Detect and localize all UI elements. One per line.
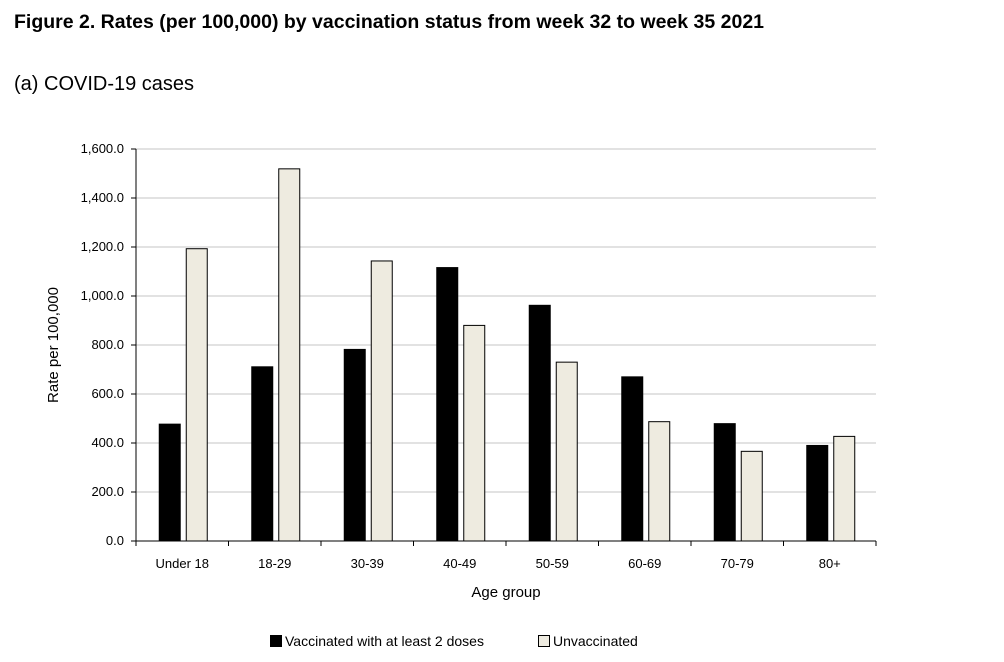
bar-unvaccinated-80plus	[833, 435, 856, 542]
x-tick-label: 60-69	[628, 556, 661, 571]
bar-unvaccinated-70-79	[740, 450, 763, 542]
y-tick-label: 200.0	[91, 484, 124, 499]
legend-swatch-unvaccinated	[538, 635, 550, 647]
bar-unvaccinated-18-29	[278, 168, 301, 542]
legend-label-unvaccinated: Unvaccinated	[553, 633, 638, 649]
y-tick-label: 400.0	[91, 435, 124, 450]
x-tick-label: 40-49	[443, 556, 476, 571]
bar-vaccinated-under-18	[158, 423, 181, 542]
x-tick-label: 50-59	[536, 556, 569, 571]
bar-vaccinated-40-49	[436, 267, 459, 542]
bar-unvaccinated-30-39	[370, 260, 393, 542]
bar-unvaccinated-60-69	[648, 421, 671, 542]
x-tick-label: Under 18	[156, 556, 209, 571]
y-tick-label: 1,400.0	[81, 190, 124, 205]
y-tick-label: 1,600.0	[81, 141, 124, 156]
x-tick-label: 18-29	[258, 556, 291, 571]
bar-vaccinated-80plus	[806, 444, 829, 542]
bar-unvaccinated-40-49	[463, 324, 486, 542]
bar-unvaccinated-50-59	[555, 361, 578, 542]
bar-unvaccinated-under-18	[185, 248, 208, 542]
y-tick-label: 1,200.0	[81, 239, 124, 254]
x-tick-label: 80+	[819, 556, 841, 571]
figure-title: Figure 2. Rates (per 100,000) by vaccina…	[14, 11, 765, 33]
y-tick-label: 0.0	[106, 533, 124, 548]
legend-label-vaccinated: Vaccinated with at least 2 doses	[285, 633, 484, 649]
chart-subtitle: (a) COVID-19 cases	[14, 73, 195, 95]
y-tick-label: 600.0	[91, 386, 124, 401]
x-axis-label: Age group	[471, 584, 540, 601]
y-tick-label: 800.0	[91, 337, 124, 352]
y-axis-label: Rate per 100,000	[45, 287, 62, 403]
bar-vaccinated-60-69	[621, 376, 644, 542]
bar-vaccinated-30-39	[343, 348, 366, 542]
y-tick-label: 1,000.0	[81, 288, 124, 303]
legend-swatch-vaccinated	[270, 635, 282, 647]
legend-item-unvaccinated: Unvaccinated	[538, 633, 638, 649]
x-tick-label: 70-79	[721, 556, 754, 571]
bar-vaccinated-18-29	[251, 366, 274, 542]
x-tick-label: 30-39	[351, 556, 384, 571]
bar-vaccinated-70-79	[713, 423, 736, 542]
bar-vaccinated-50-59	[528, 304, 551, 542]
legend-item-vaccinated: Vaccinated with at least 2 doses	[270, 633, 484, 649]
